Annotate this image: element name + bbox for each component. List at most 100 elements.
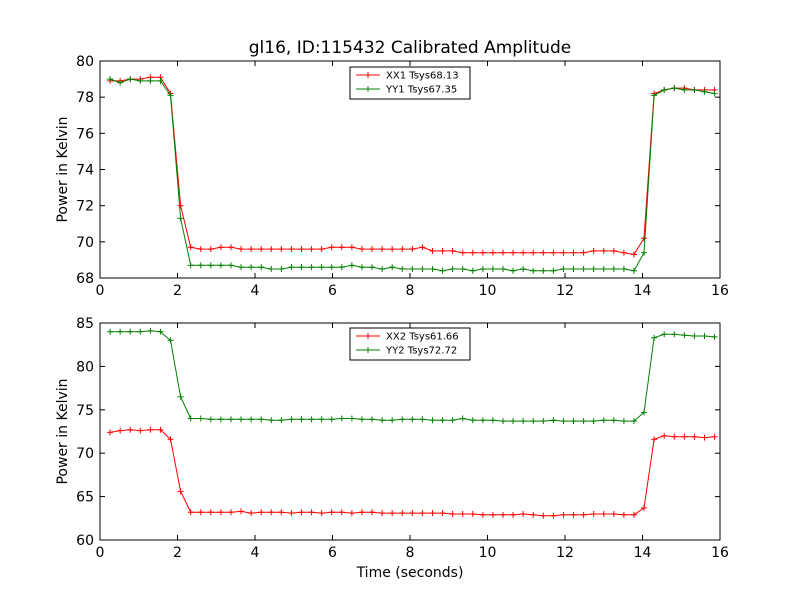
data-point — [620, 511, 627, 518]
data-point — [399, 510, 406, 517]
data-point — [510, 249, 517, 256]
data-point — [429, 247, 436, 254]
data-point — [177, 488, 184, 495]
data-point — [127, 76, 134, 83]
data-point — [207, 262, 214, 269]
data-point — [248, 264, 255, 271]
data-point — [248, 510, 255, 517]
data-point — [258, 246, 265, 253]
x-tick-label: 12 — [556, 283, 574, 299]
data-point — [147, 77, 154, 84]
data-point — [137, 427, 144, 434]
data-point — [560, 265, 567, 272]
data-point — [207, 416, 214, 423]
legend-box — [349, 66, 471, 100]
data-point — [409, 246, 416, 253]
data-point — [449, 265, 456, 272]
x-tick-label: 14 — [634, 283, 652, 299]
data-point — [369, 416, 376, 423]
data-point — [711, 333, 718, 340]
data-point — [107, 328, 114, 335]
x-tick-label: 0 — [96, 283, 105, 299]
data-point — [268, 265, 275, 272]
data-point — [681, 433, 688, 440]
data-point — [439, 417, 446, 424]
data-point — [177, 393, 184, 400]
data-point — [469, 249, 476, 256]
data-point — [318, 510, 325, 517]
x-tick-label: 0 — [96, 545, 105, 561]
data-point — [449, 510, 456, 517]
data-point — [379, 265, 386, 272]
y-axis-label: Power in Kelvin — [55, 378, 71, 484]
data-point — [328, 264, 335, 271]
data-point — [137, 77, 144, 84]
data-point — [167, 337, 174, 344]
data-point — [489, 417, 496, 424]
y-tick-label: 70 — [76, 446, 94, 462]
data-point — [681, 332, 688, 339]
data-point — [348, 415, 355, 422]
data-point — [167, 92, 174, 99]
data-point — [540, 267, 547, 274]
data-point — [671, 331, 678, 338]
data-point — [429, 417, 436, 424]
data-point — [238, 508, 245, 515]
data-point — [711, 433, 718, 440]
data-point — [530, 418, 537, 425]
data-point — [520, 418, 527, 425]
data-point — [187, 262, 194, 269]
data-point — [620, 249, 627, 256]
data-point — [570, 249, 577, 256]
data-point — [147, 426, 154, 433]
data-point — [429, 510, 436, 517]
data-point — [641, 249, 648, 256]
data-point — [530, 249, 537, 256]
data-point — [268, 246, 275, 253]
legend-label: YY1 Tsys67.35 — [385, 85, 457, 96]
data-point — [590, 247, 597, 254]
data-point — [409, 510, 416, 517]
data-point — [167, 436, 174, 443]
data-point — [197, 246, 204, 253]
y-tick-label: 76 — [76, 126, 94, 142]
data-point — [308, 264, 315, 271]
data-point — [489, 511, 496, 518]
data-point — [127, 426, 134, 433]
data-point — [590, 265, 597, 272]
data-point — [389, 417, 396, 424]
data-point — [389, 510, 396, 517]
data-point — [258, 264, 265, 271]
x-tick-label: 10 — [479, 283, 497, 299]
data-point — [580, 418, 587, 425]
data-point — [379, 510, 386, 517]
data-point — [449, 417, 456, 424]
data-point — [127, 328, 134, 335]
data-point — [520, 265, 527, 272]
data-point — [459, 249, 466, 256]
data-point — [510, 418, 517, 425]
data-point — [197, 415, 204, 422]
data-point — [177, 215, 184, 222]
data-point — [238, 264, 245, 271]
data-point — [671, 85, 678, 92]
data-point — [318, 416, 325, 423]
data-point — [459, 415, 466, 422]
data-point — [419, 265, 426, 272]
data-point — [288, 416, 295, 423]
data-point — [530, 267, 537, 274]
legend-box — [349, 327, 471, 361]
data-point — [630, 418, 637, 425]
x-tick-label: 2 — [173, 283, 182, 299]
data-point — [217, 416, 224, 423]
data-point — [308, 416, 315, 423]
data-point — [550, 267, 557, 274]
legend-label: YY2 Tsys72.72 — [385, 346, 457, 357]
data-point — [238, 416, 245, 423]
y-tick-label: 70 — [76, 235, 94, 251]
data-point — [348, 244, 355, 251]
data-point — [500, 249, 506, 256]
legend-item: XX1 Tsys68.13 — [356, 71, 459, 82]
data-point — [358, 416, 365, 423]
